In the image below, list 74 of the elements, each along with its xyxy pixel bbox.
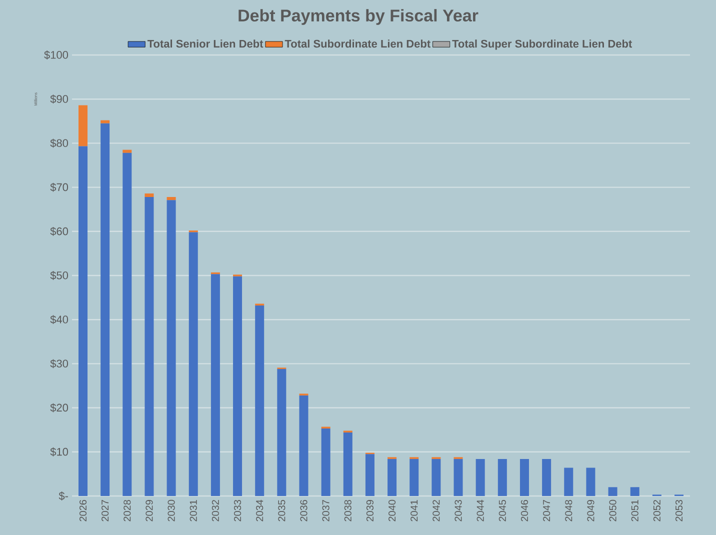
x-tick-label: 2050 [609,500,616,522]
x-tick-label: 2034 [256,500,264,522]
y-tick-label: $60 [50,226,68,236]
bar [388,458,397,496]
x-tick-label: 2039 [366,500,374,522]
x-tick-label: 2038 [344,500,352,522]
bar [454,458,463,496]
y-tick-label: $50 [50,271,68,280]
bar [78,105,88,146]
x-tick-label: 2026 [79,500,87,522]
bar [100,123,110,496]
y-tick-label: $10 [50,447,68,456]
x-tick-label: 2053 [675,500,683,522]
bar [365,454,374,496]
bar [410,458,419,496]
y-tick-label: $90 [50,94,68,104]
x-tick-label: 2031 [190,500,197,522]
bar [210,274,220,496]
y-tick-label: $30 [50,359,68,368]
bar [542,458,552,496]
bar [100,120,110,124]
x-tick-label: 2028 [124,500,131,522]
x-tick-label: 2044 [476,500,484,522]
x-tick-label: 2027 [102,500,109,522]
x-tick-label: 2051 [631,500,638,522]
x-tick-label: 2035 [278,500,286,522]
y-tick-label: $70 [50,182,68,192]
x-tick-label: 2041 [410,500,418,522]
bar [321,428,330,496]
y-tick-label: $- [58,492,68,500]
x-tick-label: 2047 [543,500,550,522]
y-tick-label: $20 [50,403,68,412]
x-tick-label: 2048 [565,500,572,522]
bar [188,232,198,496]
chart-title: Debt Payments by Fiscal Year [238,9,478,25]
y-tick-label: $80 [50,138,68,148]
legend-label: Total Subordinate Lien Debt [284,40,430,48]
x-tick-label: 2030 [168,500,175,522]
bar [144,193,154,197]
bar [144,196,154,496]
bar [343,432,352,496]
x-tick-label: 2036 [300,500,308,522]
x-tick-label: 2042 [432,500,440,522]
bar [432,458,441,496]
bar [586,468,596,496]
bar [520,458,529,496]
bar [255,305,264,496]
bar [78,146,88,496]
x-tick-label: 2043 [454,500,462,522]
x-tick-label: 2046 [520,500,528,522]
x-tick-label: 2037 [322,500,330,522]
legend-label: Total Super Subordinate Lien Debt [452,40,632,50]
x-tick-label: 2040 [388,500,396,522]
bar [233,276,242,496]
y-tick-label: $40 [50,315,68,324]
bar [166,200,176,496]
bar [630,487,640,496]
bar [299,395,308,496]
x-tick-label: 2029 [146,500,153,522]
bar [122,150,132,153]
x-tick-label: 2032 [212,500,219,522]
bar [564,468,574,496]
legend-label: Total Senior Lien Debt [147,40,264,48]
bar [476,458,485,496]
x-tick-label: 2033 [234,500,242,522]
bar [122,152,132,496]
x-tick-label: 2052 [653,500,660,522]
bar [166,196,176,200]
x-tick-label: 2049 [587,500,594,522]
y-tick-label: $100 [44,50,68,60]
bar [608,487,618,496]
bar [498,458,507,496]
x-tick-label: 2045 [498,500,506,522]
bar [277,368,286,496]
